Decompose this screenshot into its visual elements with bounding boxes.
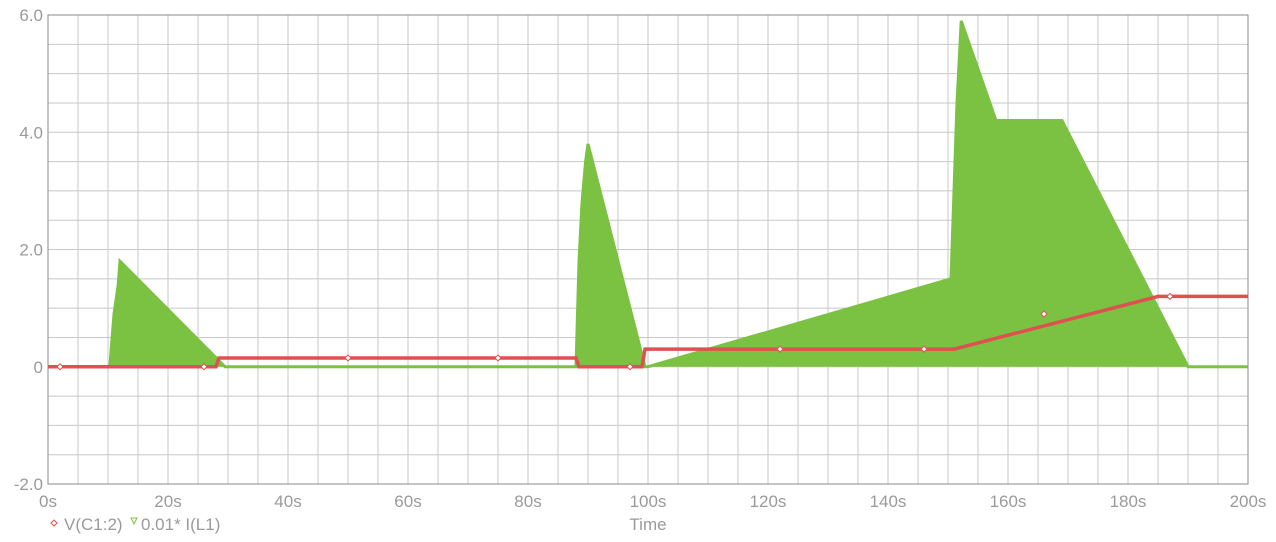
x-tick-label: 20s xyxy=(154,492,181,511)
x-tick-label: 180s xyxy=(1110,492,1147,511)
voltage-marker xyxy=(626,363,634,371)
legend-current-label: 0.01* I(L1) xyxy=(141,515,220,534)
legend-voltage-marker xyxy=(50,519,58,527)
legend-voltage-label: V(C1:2) xyxy=(64,515,123,534)
y-tick-label: 4.0 xyxy=(19,123,43,142)
x-tick-label: 40s xyxy=(274,492,301,511)
voltage-marker xyxy=(1166,292,1174,301)
voltage-marker xyxy=(56,363,64,371)
legend-current-marker xyxy=(130,517,138,526)
series-current-line xyxy=(48,20,1248,369)
x-tick-label: 80s xyxy=(514,492,541,511)
series-layer xyxy=(48,20,1248,371)
voltage-marker xyxy=(344,354,352,362)
y-tick-label: 0 xyxy=(34,358,43,377)
x-tick-label: 60s xyxy=(394,492,421,511)
x-tick-label: 0s xyxy=(39,492,57,511)
x-axis-label: Time xyxy=(629,515,666,534)
y-tick-label: 6.0 xyxy=(19,6,43,25)
tick-labels: 0s 20s 40s 60s 80s 100s 120s 140s 160s 180s 200s -2… xyxy=(14,6,1267,511)
voltage-marker xyxy=(1040,310,1048,318)
x-tick-label: 140s xyxy=(870,492,907,511)
x-tick-label: 200s xyxy=(1230,492,1267,511)
x-tick-label: 120s xyxy=(750,492,787,511)
voltage-marker xyxy=(200,363,208,371)
x-tick-label: 100s xyxy=(630,492,667,511)
voltage-marker xyxy=(776,345,784,353)
y-tick-label: -2.0 xyxy=(14,475,43,494)
legend: V(C1:2) 0.01* I(L1) xyxy=(50,515,220,534)
series-voltage-line xyxy=(48,294,1248,369)
voltage-marker xyxy=(920,345,928,353)
voltage-marker xyxy=(494,354,502,362)
plot-frame xyxy=(47,14,1249,485)
x-tick-label: 160s xyxy=(990,492,1027,511)
y-tick-label: 2.0 xyxy=(19,241,43,260)
